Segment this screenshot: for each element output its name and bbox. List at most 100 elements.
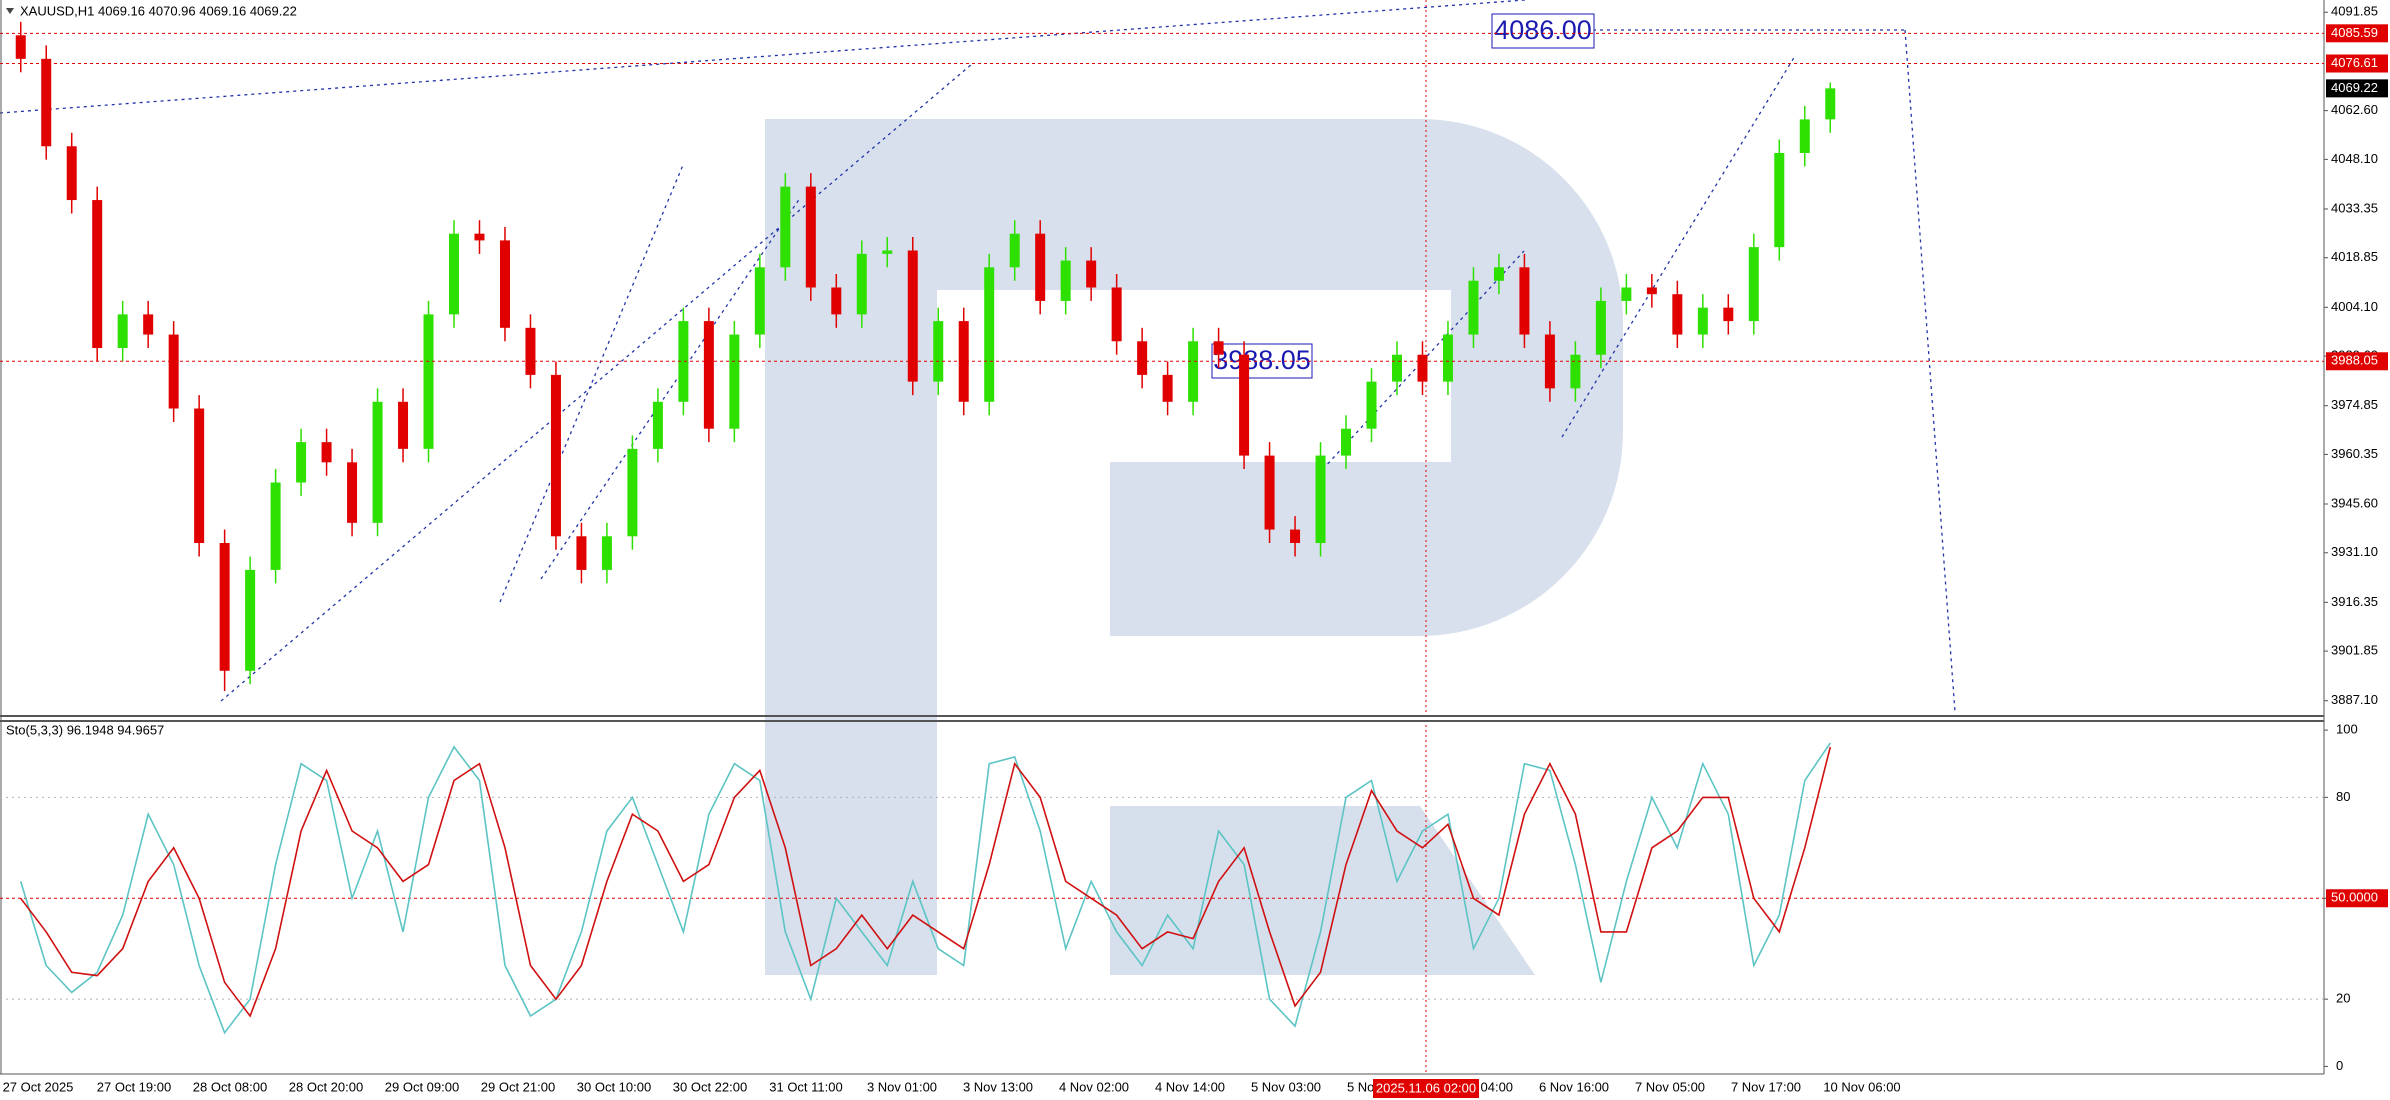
x-tick-label: 10 Nov 06:00 [1823, 1079, 1900, 1094]
x-tick-label: 30 Oct 10:00 [577, 1079, 651, 1094]
candle-body [423, 314, 434, 449]
y-tick-label: 4018.85 [2331, 249, 2378, 264]
y-tick-label: 3916.35 [2331, 594, 2378, 609]
candle-body [1748, 247, 1759, 322]
candle-body [1391, 354, 1402, 382]
crosshair-label: 2025.11.06 02:00 [1376, 1080, 1476, 1095]
candle-body [449, 233, 460, 315]
x-tick-label: 7 Nov 05:00 [1635, 1079, 1705, 1094]
candle-body [1417, 354, 1428, 382]
candle-body [550, 374, 561, 537]
y-tick-label: 4033.35 [2331, 200, 2378, 215]
candle-body [347, 462, 358, 523]
candle-body [754, 267, 765, 335]
candle-body [907, 250, 918, 382]
y-tick-label: 0 [2336, 1058, 2343, 1073]
level-label-box [2326, 889, 2388, 908]
candle-body [729, 334, 740, 429]
candle-body [601, 536, 612, 570]
annotation-box [1491, 13, 1595, 49]
candle-body [499, 240, 510, 328]
candle-body [296, 442, 307, 483]
candle-body [1825, 88, 1836, 120]
price-label: 4076.61 [2331, 55, 2378, 70]
candle-body [1799, 119, 1810, 153]
x-tick-label: 3 Nov 13:00 [963, 1079, 1033, 1094]
candle-body [143, 314, 154, 335]
candle-body [1468, 280, 1479, 335]
indicator-title: Sto(5,3,3) 96.1948 94.9657 [6, 722, 164, 737]
candle-body [1621, 287, 1632, 301]
y-tick-label: 3974.85 [2331, 397, 2378, 412]
y-tick-label: 4048.10 [2331, 151, 2378, 166]
candle-body [194, 408, 205, 544]
x-tick-label: 6 Nov 16:00 [1539, 1079, 1609, 1094]
candle-body [1595, 300, 1606, 355]
annotation: 4086.00 [1494, 15, 1592, 45]
candle-body [1111, 287, 1122, 342]
candle-body [117, 314, 128, 348]
y-tick-label: 3931.10 [2331, 544, 2378, 559]
candle-body [1060, 260, 1071, 301]
candle-body [245, 569, 256, 671]
x-tick-label: 7 Nov 17:00 [1731, 1079, 1801, 1094]
candle-body [627, 448, 638, 537]
x-tick-label: 31 Oct 11:00 [769, 1079, 842, 1094]
candle-body [678, 321, 689, 402]
price-label-box [2326, 79, 2388, 98]
y-tick-label: 3887.10 [2331, 692, 2378, 707]
y-tick-label: 20 [2336, 991, 2350, 1006]
candle-body [1646, 287, 1657, 295]
candle-body [1290, 529, 1301, 544]
crosshair-label-box [1373, 1079, 1479, 1098]
candle-body [1188, 341, 1199, 402]
menu-arrow [6, 8, 14, 14]
price-label: 4085.59 [2331, 25, 2378, 40]
candle-body [576, 536, 587, 570]
candle-body [1570, 354, 1581, 389]
x-tick-label: 28 Oct 20:00 [289, 1079, 363, 1094]
price-label-box [2326, 352, 2388, 371]
candle-body [474, 233, 485, 241]
x-tick-label: 5 Nov 03:00 [1251, 1079, 1321, 1094]
candle-body [1341, 428, 1352, 456]
y-tick-label: 3945.60 [2331, 495, 2378, 510]
candle-body [1213, 341, 1224, 355]
watermark [765, 119, 1623, 975]
candle-body [933, 321, 944, 382]
y-tick-label: 3901.85 [2331, 643, 2378, 658]
x-tick-label: 27 Oct 2025 [3, 1079, 74, 1094]
y-tick-label: 4062.60 [2331, 102, 2378, 117]
annotation: 3988.05 [1213, 345, 1311, 375]
candle-body [780, 186, 791, 268]
candle-body [1162, 374, 1173, 402]
stochastic-line [19, 742, 1831, 1035]
candle-body [168, 334, 179, 409]
candle-body [1086, 260, 1097, 288]
candle-body [1315, 455, 1326, 544]
candle-body [856, 253, 867, 315]
candle-body [1774, 152, 1785, 248]
candle-body [1442, 334, 1453, 382]
trend-lines [0, 0, 1956, 713]
price-label-box [2326, 54, 2388, 73]
candle-body [66, 146, 77, 201]
x-tick-label: 28 Oct 08:00 [193, 1079, 267, 1094]
chart-title: XAUUSD,H1 4069.16 4070.96 4069.16 4069.2… [20, 3, 297, 18]
candle-body [525, 327, 536, 375]
candle-body [321, 442, 332, 463]
candle-body [15, 35, 26, 59]
candle-body [1239, 354, 1250, 456]
price-label: 4069.22 [2331, 80, 2378, 95]
candle-body [1697, 307, 1708, 335]
candle-body [1366, 381, 1377, 429]
candle-body [1035, 233, 1046, 301]
candle-body [984, 267, 995, 402]
candle-body [219, 543, 230, 671]
candle-body [92, 200, 103, 348]
candle-body [1137, 341, 1148, 375]
candle-body [1493, 267, 1504, 281]
candle-body [1672, 294, 1683, 335]
